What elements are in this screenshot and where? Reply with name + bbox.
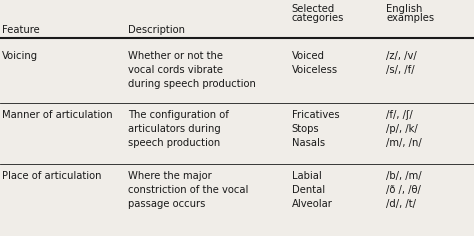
Text: Description: Description bbox=[128, 25, 185, 35]
Text: The configuration of: The configuration of bbox=[128, 110, 229, 120]
Text: Feature: Feature bbox=[2, 25, 40, 35]
Text: constriction of the vocal: constriction of the vocal bbox=[128, 185, 248, 195]
Text: Selected: Selected bbox=[292, 4, 335, 13]
Text: vocal cords vibrate: vocal cords vibrate bbox=[128, 65, 223, 75]
Text: Voiced: Voiced bbox=[292, 51, 325, 61]
Text: categories: categories bbox=[292, 13, 344, 23]
Text: passage occurs: passage occurs bbox=[128, 199, 205, 209]
Text: /ð /, /θ/: /ð /, /θ/ bbox=[386, 185, 421, 195]
Text: Stops: Stops bbox=[292, 124, 319, 134]
Text: English: English bbox=[386, 4, 423, 13]
Text: Whether or not the: Whether or not the bbox=[128, 51, 223, 61]
Text: /b/, /m/: /b/, /m/ bbox=[386, 171, 422, 181]
Text: /f/, /ʃ/: /f/, /ʃ/ bbox=[386, 110, 413, 120]
Text: Voiceless: Voiceless bbox=[292, 65, 337, 75]
Text: /s/, /f/: /s/, /f/ bbox=[386, 65, 415, 75]
Text: Manner of articulation: Manner of articulation bbox=[2, 110, 113, 120]
Text: Nasals: Nasals bbox=[292, 138, 325, 148]
Text: examples: examples bbox=[386, 13, 435, 23]
Text: speech production: speech production bbox=[128, 138, 220, 148]
Text: Voicing: Voicing bbox=[2, 51, 38, 61]
Text: /d/, /t/: /d/, /t/ bbox=[386, 199, 416, 209]
Text: /p/, /k/: /p/, /k/ bbox=[386, 124, 418, 134]
Text: Alveolar: Alveolar bbox=[292, 199, 332, 209]
Text: Fricatives: Fricatives bbox=[292, 110, 339, 120]
Text: Place of articulation: Place of articulation bbox=[2, 171, 102, 181]
Text: during speech production: during speech production bbox=[128, 79, 256, 89]
Text: /z/, /v/: /z/, /v/ bbox=[386, 51, 417, 61]
Text: /m/, /n/: /m/, /n/ bbox=[386, 138, 422, 148]
Text: Labial: Labial bbox=[292, 171, 321, 181]
Text: articulators during: articulators during bbox=[128, 124, 221, 134]
Text: Where the major: Where the major bbox=[128, 171, 212, 181]
Text: Dental: Dental bbox=[292, 185, 325, 195]
